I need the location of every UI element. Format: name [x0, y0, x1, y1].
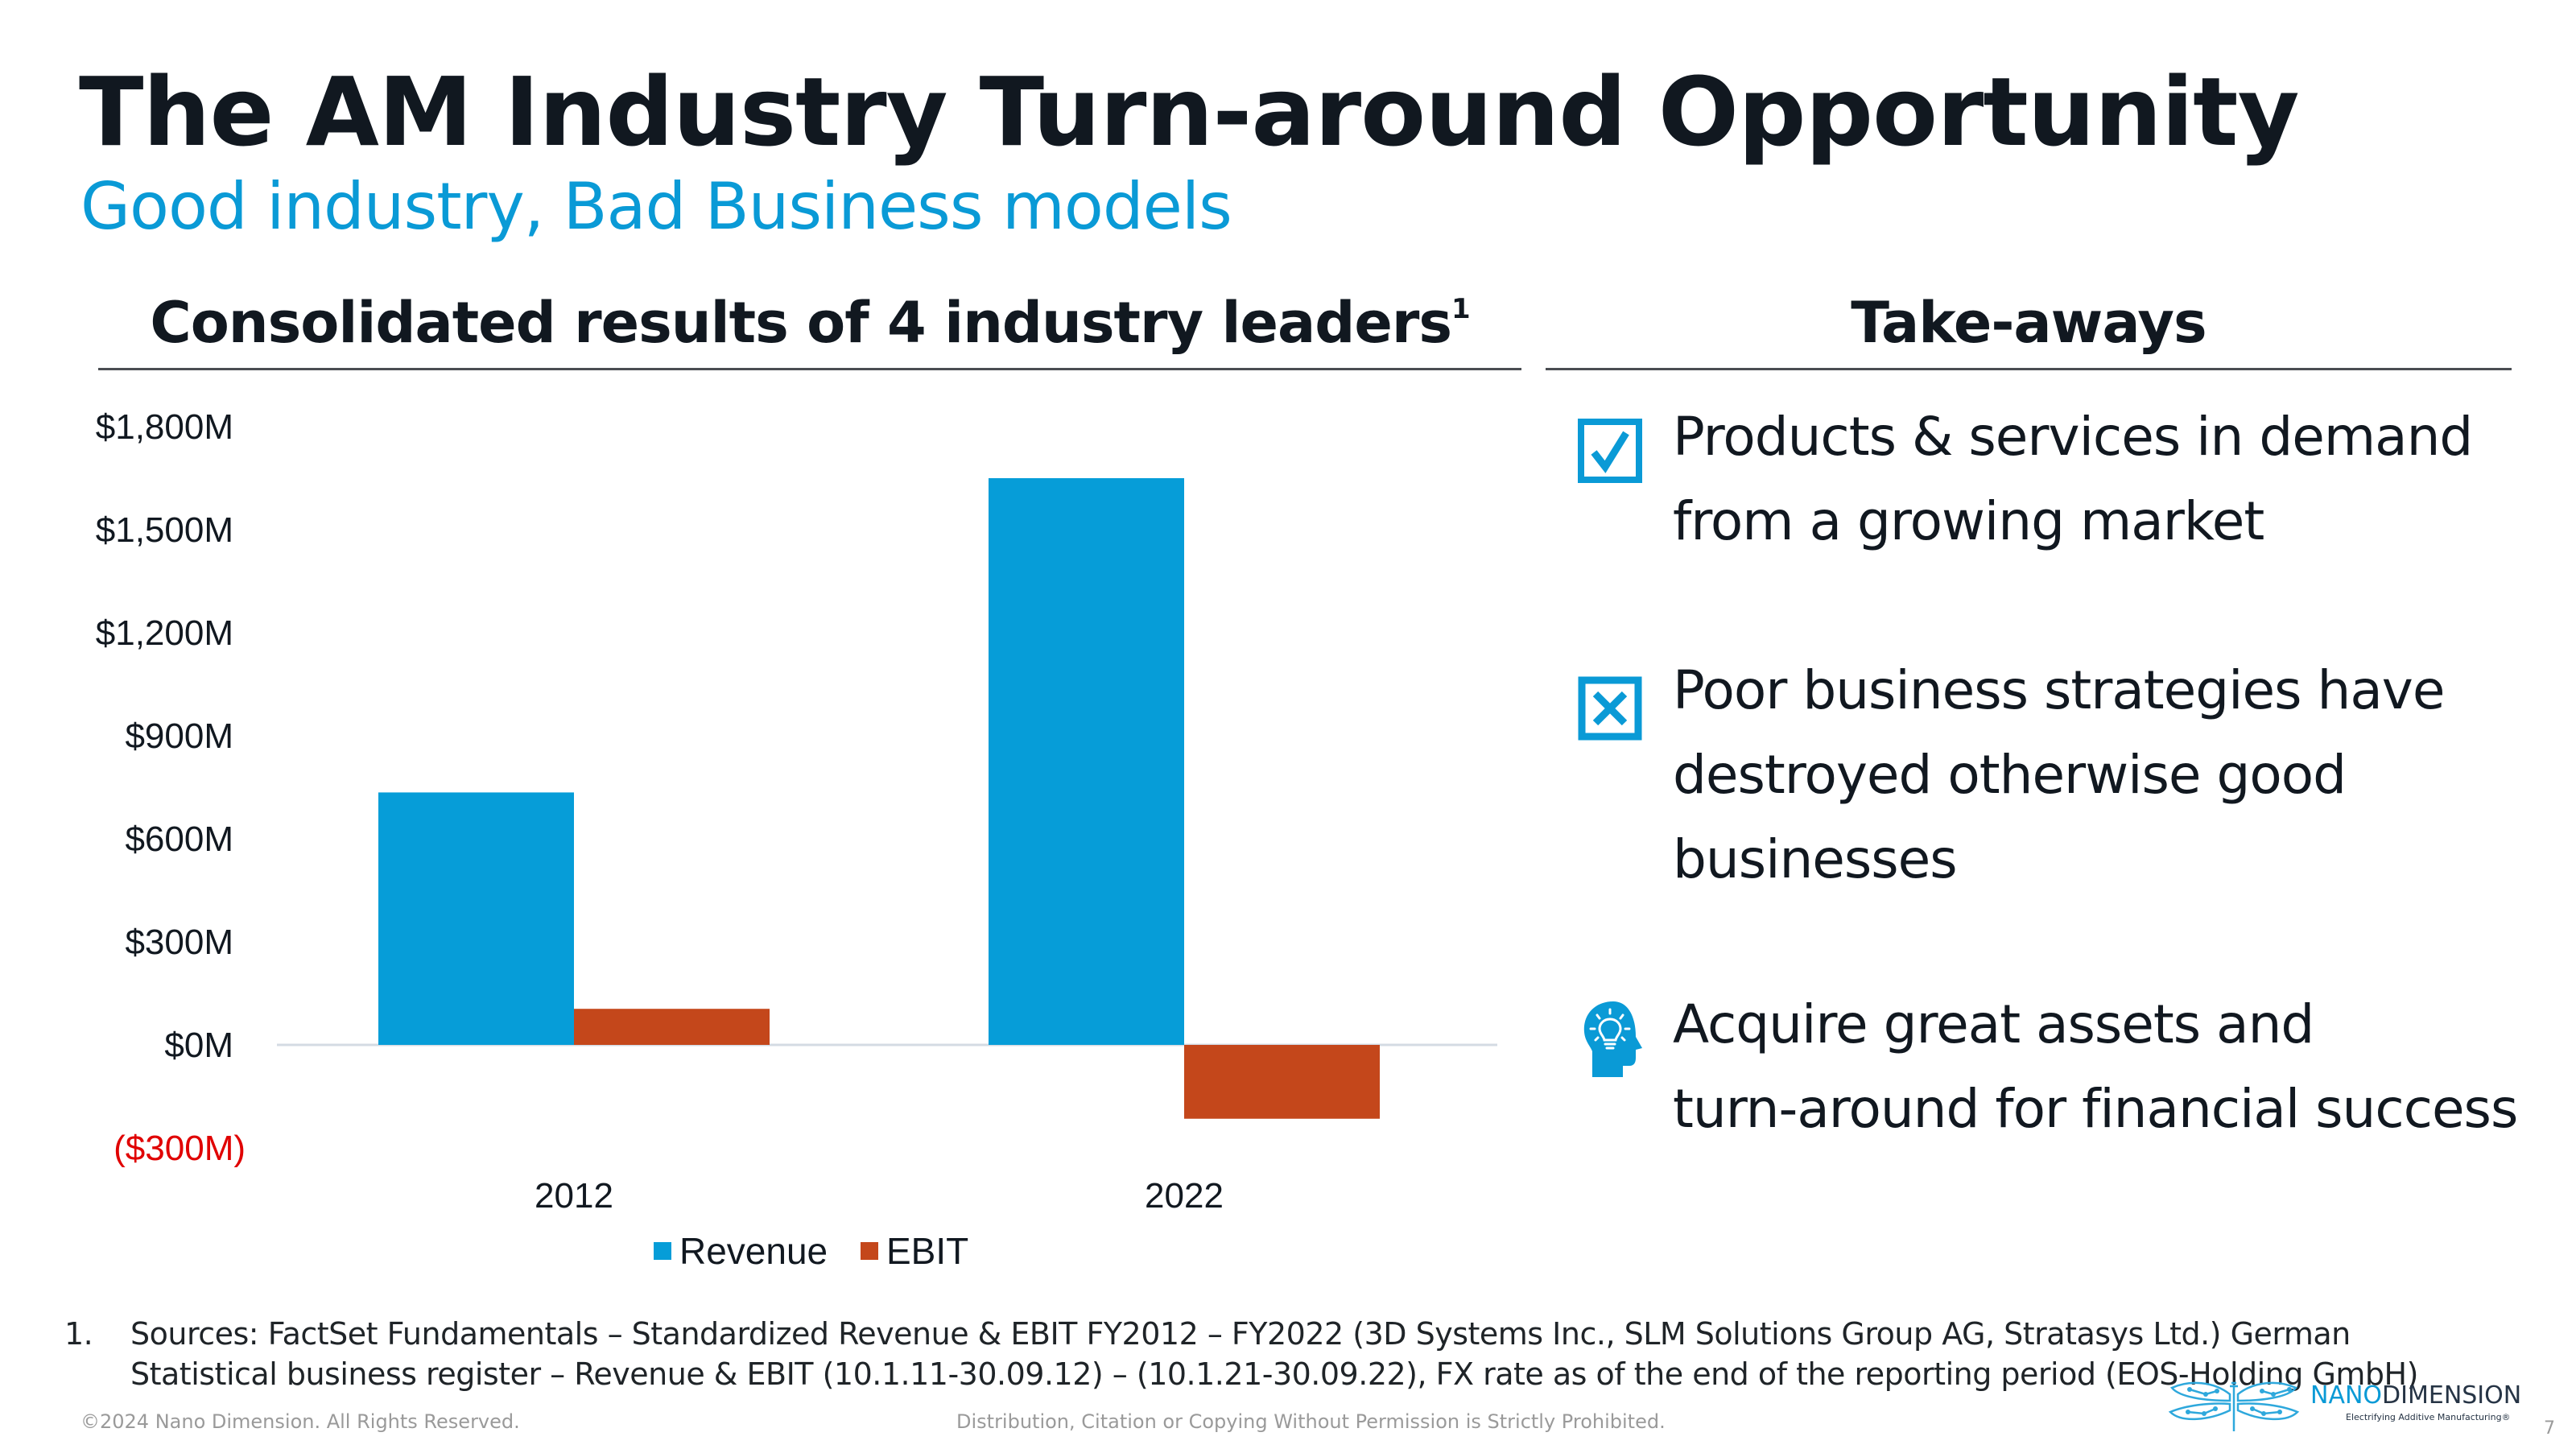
takeaways-divider — [1546, 368, 2512, 370]
y-tick-label: $600M — [125, 819, 233, 859]
takeaway-line: turn-around for financial success — [1673, 1078, 2518, 1140]
legend-swatch-ebit — [861, 1242, 878, 1260]
logo-wordmark-nano: NANO — [2310, 1381, 2383, 1410]
bars — [378, 478, 1380, 1119]
bar-ebit-2022 — [1184, 1045, 1380, 1119]
y-tick-label: ($300M) — [114, 1129, 246, 1168]
takeaway-line: Acquire great assets and — [1673, 993, 2314, 1055]
legend-swatch-revenue — [654, 1242, 671, 1260]
footnote-number: 1. — [64, 1316, 93, 1352]
footnote-ref: 1 — [1451, 292, 1471, 325]
y-tick-label: $1,200M — [96, 613, 233, 653]
page-number: 7 — [2544, 1418, 2555, 1439]
company-logo: NANODIMENSION Electrifying Additive Manu… — [2165, 1377, 2521, 1433]
slide-title: The AM Industry Turn-around Opportunity — [79, 56, 2300, 167]
logo-tagline: Electrifying Additive Manufacturing® — [2346, 1412, 2511, 1422]
takeaway-line: Poor business strategies have — [1673, 659, 2445, 721]
slide-subtitle: Good industry, Bad Business models — [80, 169, 1232, 244]
takeaways-heading: Take-aways — [1851, 290, 2207, 356]
y-tick-label: $1,500M — [96, 510, 233, 550]
copyright-notice: ©2024 Nano Dimension. All Rights Reserve… — [80, 1410, 520, 1433]
y-axis-ticks: $1,800M $1,500M $1,200M $900M $600M $300M $0M (… — [96, 407, 246, 1168]
x-axis-labels: 2012 2022 — [535, 1176, 1224, 1216]
chart-section-heading: Consolidated results of 4 industry leade… — [98, 290, 1521, 356]
bar-chart: $1,800M $1,500M $1,200M $900M $600M $300M $0M (… — [96, 407, 1497, 1272]
y-tick-label: $900M — [125, 716, 233, 756]
takeaway-text: Products & services in demand from a gro… — [1673, 394, 2558, 564]
checkbox-check-icon — [1578, 419, 1642, 483]
y-tick-label: $0M — [164, 1026, 233, 1065]
logo-wordmark: NANODIMENSION — [2310, 1381, 2521, 1410]
head-lightbulb-icon — [1583, 1001, 1642, 1077]
takeaway-text: Acquire great assets and turn-around for… — [1673, 982, 2558, 1151]
legend-label: EBIT — [886, 1230, 968, 1272]
takeaway-line: from a growing market — [1673, 490, 2264, 552]
logo-wordmark-dimension: DIMENSION — [2382, 1381, 2522, 1410]
takeaway-line: businesses — [1673, 828, 1958, 890]
checkbox-x-icon — [1578, 676, 1642, 741]
y-tick-label: $300M — [125, 923, 233, 962]
x-tick-label: 2022 — [1145, 1176, 1224, 1216]
legend-label: Revenue — [679, 1230, 828, 1272]
x-tick-label: 2012 — [535, 1176, 613, 1216]
dragonfly-logo-icon — [2168, 1381, 2300, 1431]
bar-revenue-2022 — [989, 478, 1184, 1045]
takeaway-line: destroyed otherwise good — [1673, 744, 2347, 806]
takeaway-line: Products & services in demand — [1673, 406, 2473, 468]
chart-section-divider — [98, 368, 1521, 370]
distribution-notice: Distribution, Citation or Copying Withou… — [956, 1410, 1666, 1433]
footnote-text: Sources: FactSet Fundamentals – Standard… — [130, 1316, 2418, 1392]
chart-legend: Revenue EBIT — [654, 1230, 968, 1272]
chart-section-heading-text: Consolidated results of 4 industry leade… — [150, 290, 1452, 356]
takeaway-text: Poor business strategies have destroyed … — [1673, 648, 2558, 902]
y-tick-label: $1,800M — [96, 407, 233, 447]
bar-revenue-2012 — [378, 792, 574, 1045]
bar-ebit-2012 — [574, 1009, 770, 1045]
